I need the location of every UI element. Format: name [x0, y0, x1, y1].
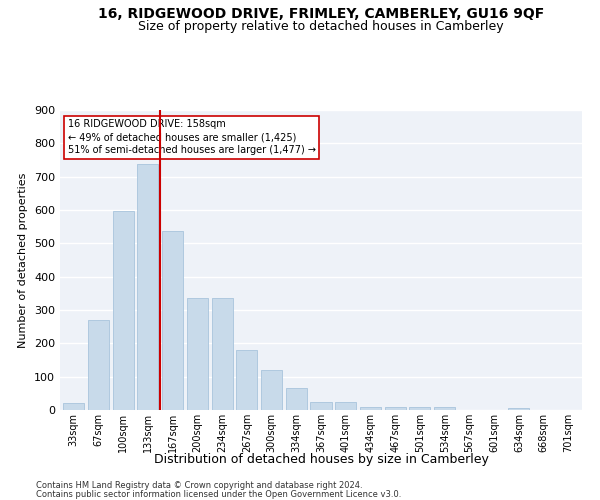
Bar	[236, 350, 257, 410]
Bar	[409, 408, 430, 410]
Bar	[385, 406, 406, 410]
Bar	[212, 298, 233, 410]
Bar	[137, 164, 158, 410]
Bar	[88, 320, 109, 410]
Bar	[113, 210, 134, 410]
Bar	[434, 408, 455, 410]
Bar	[162, 230, 183, 410]
Bar	[63, 402, 84, 410]
Text: 16 RIDGEWOOD DRIVE: 158sqm
← 49% of detached houses are smaller (1,425)
51% of s: 16 RIDGEWOOD DRIVE: 158sqm ← 49% of deta…	[68, 119, 316, 156]
Text: Contains HM Land Registry data © Crown copyright and database right 2024.: Contains HM Land Registry data © Crown c…	[36, 481, 362, 490]
Text: Contains public sector information licensed under the Open Government Licence v3: Contains public sector information licen…	[36, 490, 401, 499]
Bar	[261, 370, 282, 410]
Bar	[335, 402, 356, 410]
Bar	[187, 298, 208, 410]
Text: 16, RIDGEWOOD DRIVE, FRIMLEY, CAMBERLEY, GU16 9QF: 16, RIDGEWOOD DRIVE, FRIMLEY, CAMBERLEY,…	[98, 8, 544, 22]
Y-axis label: Number of detached properties: Number of detached properties	[19, 172, 28, 348]
Text: Distribution of detached houses by size in Camberley: Distribution of detached houses by size …	[154, 452, 488, 466]
Bar	[310, 402, 332, 410]
Text: Size of property relative to detached houses in Camberley: Size of property relative to detached ho…	[138, 20, 504, 33]
Bar	[286, 388, 307, 410]
Bar	[508, 408, 529, 410]
Bar	[360, 406, 381, 410]
